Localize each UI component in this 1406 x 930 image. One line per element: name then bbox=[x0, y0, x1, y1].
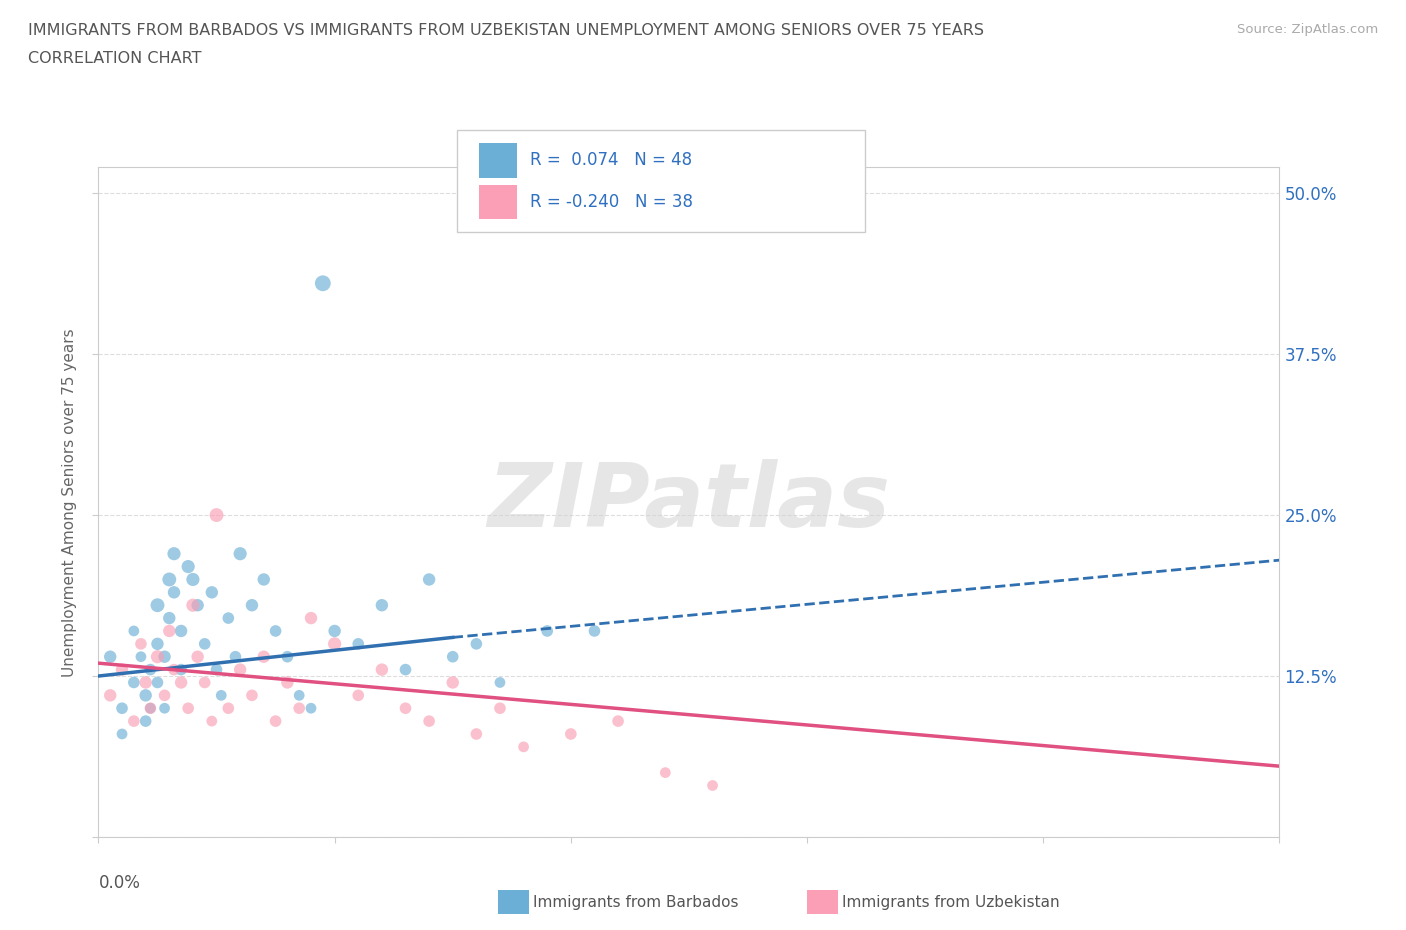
Point bbox=[111, 726, 134, 741]
Point bbox=[98, 649, 121, 664]
Point bbox=[536, 623, 558, 638]
Point bbox=[371, 598, 394, 613]
Point bbox=[163, 546, 186, 561]
Text: R =  0.074   N = 48: R = 0.074 N = 48 bbox=[530, 152, 692, 169]
Point bbox=[264, 623, 287, 638]
Point bbox=[323, 623, 346, 638]
Point bbox=[139, 701, 162, 716]
Point bbox=[122, 675, 145, 690]
Point bbox=[264, 713, 287, 728]
Point bbox=[139, 701, 162, 716]
Point bbox=[146, 636, 169, 651]
Point bbox=[187, 649, 209, 664]
Point bbox=[205, 662, 228, 677]
Point bbox=[205, 508, 228, 523]
Point bbox=[153, 701, 176, 716]
Point bbox=[394, 662, 416, 677]
Text: CORRELATION CHART: CORRELATION CHART bbox=[28, 51, 201, 66]
Point bbox=[240, 598, 263, 613]
Point bbox=[135, 688, 157, 703]
Point bbox=[224, 649, 246, 664]
Point bbox=[170, 675, 193, 690]
Text: 0.0%: 0.0% bbox=[98, 874, 141, 892]
Point bbox=[489, 675, 512, 690]
Point bbox=[153, 649, 176, 664]
Point bbox=[418, 572, 440, 587]
Point bbox=[654, 765, 676, 780]
Point bbox=[135, 713, 157, 728]
Point bbox=[135, 675, 157, 690]
Point bbox=[98, 688, 121, 703]
Text: R = -0.240   N = 38: R = -0.240 N = 38 bbox=[530, 193, 693, 211]
Point bbox=[129, 649, 152, 664]
Point bbox=[299, 701, 322, 716]
Point bbox=[347, 688, 370, 703]
Point bbox=[418, 713, 440, 728]
Point bbox=[253, 649, 276, 664]
Point bbox=[153, 688, 176, 703]
Point bbox=[347, 636, 370, 651]
Point bbox=[163, 585, 186, 600]
Point bbox=[217, 701, 239, 716]
Text: Immigrants from Barbados: Immigrants from Barbados bbox=[533, 895, 738, 910]
Point bbox=[177, 701, 200, 716]
Point bbox=[181, 572, 204, 587]
Point bbox=[146, 598, 169, 613]
Point bbox=[253, 572, 276, 587]
Point bbox=[276, 675, 298, 690]
Point bbox=[177, 559, 200, 574]
Point bbox=[288, 701, 311, 716]
Point bbox=[122, 713, 145, 728]
Text: Source: ZipAtlas.com: Source: ZipAtlas.com bbox=[1237, 23, 1378, 36]
Point bbox=[560, 726, 582, 741]
Point bbox=[157, 611, 180, 626]
Point bbox=[229, 662, 252, 677]
Point bbox=[111, 662, 134, 677]
Point bbox=[157, 623, 180, 638]
Point bbox=[194, 636, 217, 651]
Point bbox=[194, 675, 217, 690]
Point bbox=[512, 739, 534, 754]
Point bbox=[157, 572, 180, 587]
Point bbox=[170, 623, 193, 638]
Point bbox=[146, 649, 169, 664]
Point bbox=[163, 662, 186, 677]
Point bbox=[702, 778, 724, 793]
Y-axis label: Unemployment Among Seniors over 75 years: Unemployment Among Seniors over 75 years bbox=[62, 328, 77, 676]
Point bbox=[129, 636, 152, 651]
Text: Immigrants from Uzbekistan: Immigrants from Uzbekistan bbox=[842, 895, 1060, 910]
Point bbox=[394, 701, 416, 716]
Point bbox=[489, 701, 512, 716]
Point bbox=[323, 636, 346, 651]
Text: IMMIGRANTS FROM BARBADOS VS IMMIGRANTS FROM UZBEKISTAN UNEMPLOYMENT AMONG SENIOR: IMMIGRANTS FROM BARBADOS VS IMMIGRANTS F… bbox=[28, 23, 984, 38]
Point bbox=[201, 585, 224, 600]
Point bbox=[371, 662, 394, 677]
Point bbox=[139, 662, 162, 677]
Point bbox=[607, 713, 630, 728]
Point bbox=[181, 598, 204, 613]
Point bbox=[111, 701, 134, 716]
Point bbox=[122, 623, 145, 638]
Point bbox=[146, 675, 169, 690]
Point bbox=[312, 276, 335, 291]
Point bbox=[583, 623, 606, 638]
Point bbox=[441, 649, 464, 664]
Point bbox=[465, 636, 488, 651]
Point bbox=[299, 611, 322, 626]
Point bbox=[465, 726, 488, 741]
Point bbox=[229, 546, 252, 561]
Point bbox=[276, 649, 298, 664]
Point bbox=[201, 713, 224, 728]
Point bbox=[187, 598, 209, 613]
Point bbox=[217, 611, 239, 626]
Point bbox=[441, 675, 464, 690]
Point bbox=[288, 688, 311, 703]
Point bbox=[170, 662, 193, 677]
Text: ZIPatlas: ZIPatlas bbox=[488, 458, 890, 546]
Point bbox=[240, 688, 263, 703]
Point bbox=[209, 688, 232, 703]
